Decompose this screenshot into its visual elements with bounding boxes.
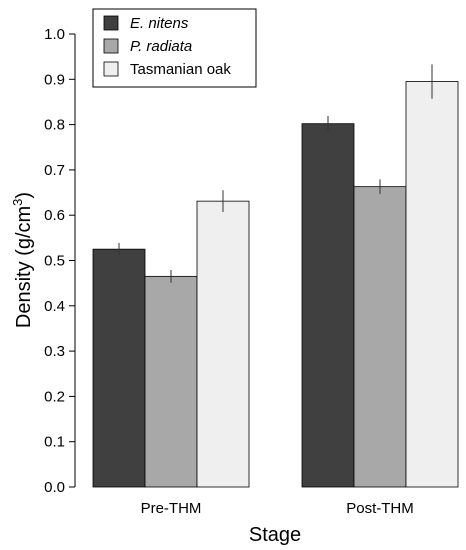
x-tick-label: Post-THM [346,500,414,517]
y-tick-label: 1.0 [44,26,65,43]
bar-pre-thm-tasmanian-oak [196,200,250,488]
y-tick-label: 0.8 [44,117,65,134]
legend-swatch [103,61,119,77]
legend-label: P. radiata [130,38,192,55]
x-axis-title: Stage [249,524,301,546]
x-tick-label: Pre-THM [141,500,202,517]
bars-group [92,81,459,488]
y-tick-label: 0.5 [44,253,65,270]
legend-label: E. nitens [130,15,189,32]
bar-post-thm-e-nitens [301,123,355,488]
y-tick-label: 0.1 [44,434,65,451]
y-tick-label: 0.0 [44,479,65,496]
bar-post-thm-p-radiata [353,186,407,488]
legend-swatch [103,38,119,54]
legend-label: Tasmanian oak [130,61,231,78]
bar-post-thm-tasmanian-oak [405,81,459,488]
y-axis-title-prefix: Density (g/cm [13,206,35,328]
y-axis: 0.0 0.1 0.2 0.3 0.4 0.5 0.6 0.7 0.8 0.9 1.0 [44,26,75,496]
error-bars-group [118,64,433,283]
y-tick-label: 0.7 [44,162,65,179]
y-axis-title-suffix: ) [13,192,35,199]
x-axis: Pre-THM Post-THM [141,500,414,517]
y-axis-title: Density (g/cm3) [10,192,35,328]
y-tick-label: 0.9 [44,71,65,88]
y-axis-title-superscript: 3 [10,199,25,206]
legend: E. nitens P. radiata Tasmanian oak [92,8,257,88]
y-tick-label: 0.4 [44,298,65,315]
legend-box [92,8,257,88]
y-tick-label: 0.6 [44,207,65,224]
legend-swatch [103,15,119,31]
y-tick-label: 0.3 [44,343,65,360]
y-tick-label: 0.2 [44,388,65,405]
bar-pre-thm-e-nitens [92,248,146,488]
bar-pre-thm-p-radiata [144,275,198,488]
